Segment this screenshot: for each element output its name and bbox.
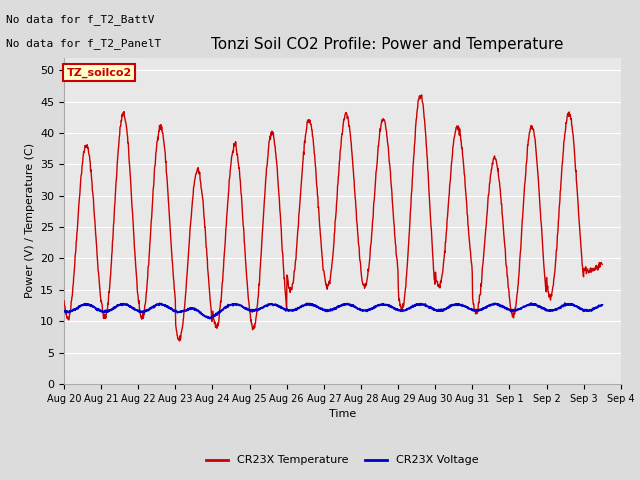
Text: TZ_soilco2: TZ_soilco2	[67, 67, 132, 78]
Text: No data for f_T2_PanelT: No data for f_T2_PanelT	[6, 38, 162, 49]
X-axis label: Time: Time	[329, 409, 356, 419]
Legend: CR23X Temperature, CR23X Voltage: CR23X Temperature, CR23X Voltage	[202, 451, 483, 470]
Text: No data for f_T2_BattV: No data for f_T2_BattV	[6, 14, 155, 25]
Title: Tonzi Soil CO2 Profile: Power and Temperature: Tonzi Soil CO2 Profile: Power and Temper…	[211, 37, 563, 52]
Y-axis label: Power (V) / Temperature (C): Power (V) / Temperature (C)	[24, 143, 35, 299]
